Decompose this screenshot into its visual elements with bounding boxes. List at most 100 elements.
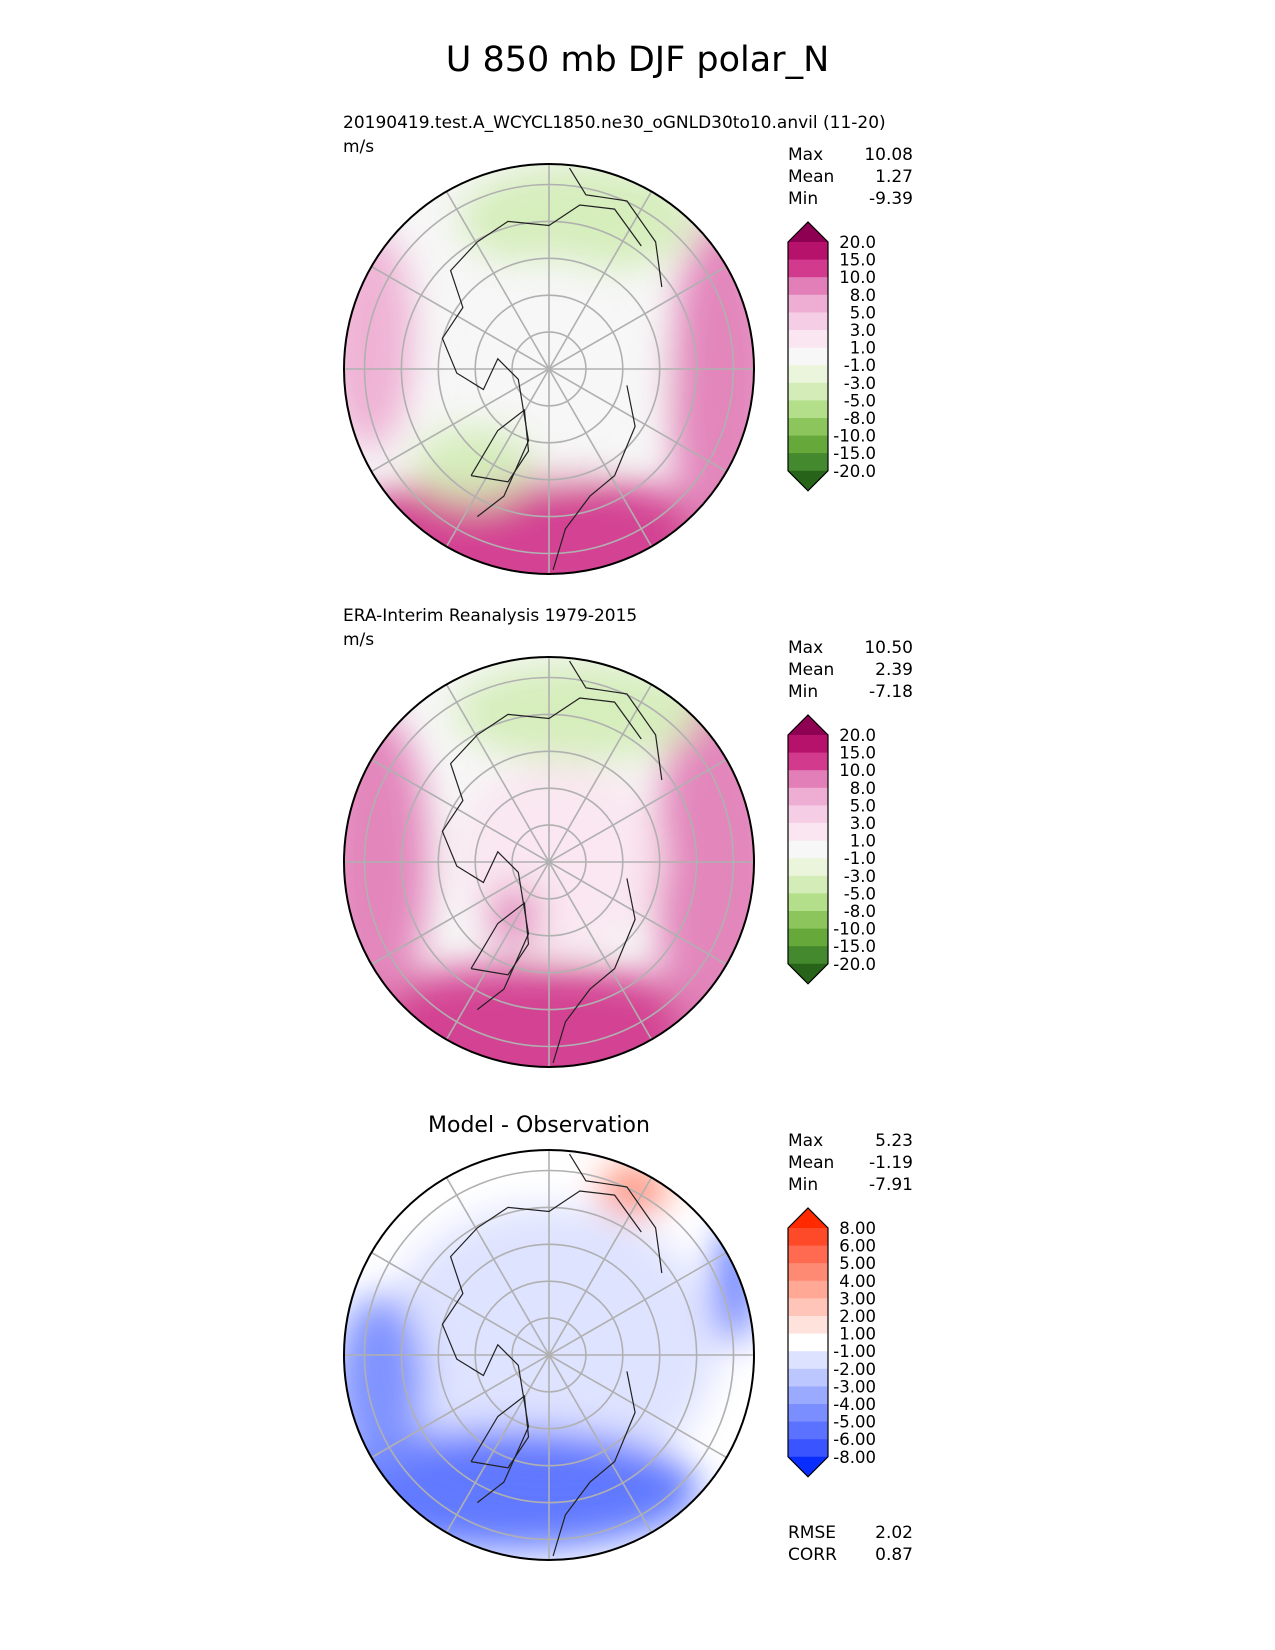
- colorbar-tick-label: -5.0: [844, 884, 876, 903]
- panel-1-stat-value: 10.08: [864, 145, 913, 165]
- colorbar-band: [788, 893, 828, 912]
- panel-2-title: ERA-Interim Reanalysis 1979-2015: [343, 606, 638, 626]
- colorbar-band: [788, 770, 828, 789]
- model-positive-west-rim: [344, 229, 414, 449]
- colorbar-band: [788, 805, 828, 824]
- colorbar-band: [788, 1368, 828, 1387]
- meridian-line: [371, 265, 727, 473]
- colorbar-tick-label: 6.00: [839, 1237, 876, 1256]
- panel-3-stat-label: Min: [788, 1175, 819, 1195]
- coastline: [568, 660, 663, 781]
- colorbar-outline: [787, 221, 829, 492]
- colorbar-tick-label: 15.0: [839, 744, 876, 763]
- colorbar-band: [788, 875, 828, 894]
- colorbar-band: [788, 242, 828, 260]
- panel-1-stat-value: 1.27: [875, 167, 913, 187]
- colorbar-band: [788, 928, 828, 947]
- panel-3-stat-label: Max: [788, 1131, 824, 1151]
- colorbar-band: [788, 382, 828, 401]
- map-panel-3: [344, 1150, 754, 1560]
- coastline: [552, 1371, 636, 1557]
- colorbar-tick-label: -15.0: [833, 937, 876, 956]
- panel-1-title: 20190419.test.A_WCYCL1850.ne30_oGNLD30to…: [343, 113, 886, 133]
- colorbar-tick-label: 4.00: [839, 1272, 876, 1291]
- map-border: [343, 1149, 755, 1561]
- colorbar-extend-bottom: [788, 1456, 828, 1477]
- colorbar-band: [788, 1228, 828, 1246]
- panel-1-stat-label: Mean: [788, 167, 835, 187]
- colorbar-3: 8.006.005.004.003.002.001.00-1.00-2.00-3…: [787, 1207, 876, 1478]
- meridian-line: [371, 1251, 727, 1459]
- panel-1-units: m/s: [343, 137, 375, 157]
- map-border: [343, 656, 755, 1068]
- colorbar-band: [788, 1404, 828, 1422]
- colorbar-outline: [787, 714, 829, 985]
- colorbar-band: [788, 1421, 828, 1440]
- colorbar-band: [788, 294, 828, 313]
- panel-3-metrics: RMSE 2.02 CORR 0.87: [788, 1522, 913, 1566]
- colorbar-tick-label: -6.00: [833, 1430, 876, 1449]
- colorbar-tick-label: 10.0: [839, 268, 876, 287]
- colorbar-extend-bottom: [788, 963, 828, 984]
- coastline: [568, 167, 663, 288]
- colorbar-tick-label: -3.0: [844, 374, 876, 393]
- panel-3-metric-label: RMSE: [788, 1523, 837, 1543]
- model-positive-east-rim: [669, 219, 754, 559]
- colorbar-tick-label: -20.0: [833, 955, 876, 974]
- colorbar-band: [788, 735, 828, 753]
- colorbars-layer: 20.015.010.08.05.03.01.0-1.0-3.0-5.0-8.0…: [787, 221, 876, 1478]
- obs-negative-north-siberia: [454, 662, 704, 762]
- colorbar-tick-label: -2.00: [833, 1360, 876, 1379]
- colorbar-band: [788, 1263, 828, 1282]
- panel-3-metric-label: CORR: [788, 1545, 837, 1565]
- colorbar-tick-label: -8.0: [844, 409, 876, 428]
- panel-1-stat-label: Max: [788, 145, 824, 165]
- panel-1-stat-value: -9.39: [869, 189, 913, 209]
- panel-1-stats: Max 10.08 Mean 1.27 Min -9.39: [788, 144, 913, 210]
- colorbar-tick-label: 5.0: [850, 303, 876, 322]
- colorbar-tick-label: -10.0: [833, 427, 876, 446]
- panel-3-title: Model - Observation: [428, 1113, 650, 1138]
- colorbar-band: [788, 365, 828, 384]
- colorbar-band: [788, 259, 828, 278]
- meridian-line: [371, 758, 727, 966]
- colorbar-band: [788, 312, 828, 331]
- panel-3-stat-value: -1.19: [869, 1153, 913, 1173]
- map-panel-1: [344, 164, 754, 574]
- colorbar-2: 20.015.010.08.05.03.01.0-1.0-3.0-5.0-8.0…: [787, 714, 876, 985]
- colorbar-tick-label: -8.0: [844, 902, 876, 921]
- coastline: [552, 385, 636, 571]
- panel-2-stat-value: 2.39: [875, 660, 913, 680]
- colorbar-tick-label: 10.0: [839, 761, 876, 780]
- colorbar-band: [788, 400, 828, 419]
- panel-2-stats: Max 10.50 Mean 2.39 Min -7.18: [788, 637, 913, 703]
- colorbar-extend-top: [788, 1208, 828, 1228]
- colorbar-outline: [787, 1207, 829, 1478]
- colorbar-band: [788, 911, 828, 929]
- colorbar-band: [788, 752, 828, 771]
- colorbar-band: [788, 1280, 828, 1299]
- colorbar-tick-label: 3.0: [850, 814, 876, 833]
- obs-strong-positive-southern-rim: [344, 965, 744, 1067]
- colorbar-band: [788, 453, 828, 472]
- panel-2-stat-label: Max: [788, 638, 824, 658]
- colorbar-tick-label: 5.0: [850, 796, 876, 815]
- coastline: [568, 1153, 663, 1274]
- colorbar-tick-label: 3.00: [839, 1289, 876, 1308]
- colorbar-extend-top: [788, 222, 828, 242]
- panel-2-stat-label: Mean: [788, 660, 835, 680]
- colorbar-tick-label: 3.0: [850, 321, 876, 340]
- coastline: [552, 878, 636, 1064]
- colorbar-extend-top: [788, 715, 828, 735]
- model-strong-positive-southern-rim: [344, 474, 739, 574]
- panel-3-stat-value: 5.23: [875, 1131, 913, 1151]
- figure-title: U 850 mb DJF polar_N: [445, 40, 830, 80]
- colorbar-tick-label: 8.0: [850, 286, 876, 305]
- colorbar-band: [788, 858, 828, 877]
- colorbar-band: [788, 347, 828, 366]
- panel-3-stat-label: Mean: [788, 1153, 835, 1173]
- colorbar-tick-label: -1.0: [844, 849, 876, 868]
- map-panel-2: [344, 657, 754, 1067]
- panel-3-metric-value: 2.02: [875, 1523, 913, 1543]
- colorbar-band: [788, 787, 828, 806]
